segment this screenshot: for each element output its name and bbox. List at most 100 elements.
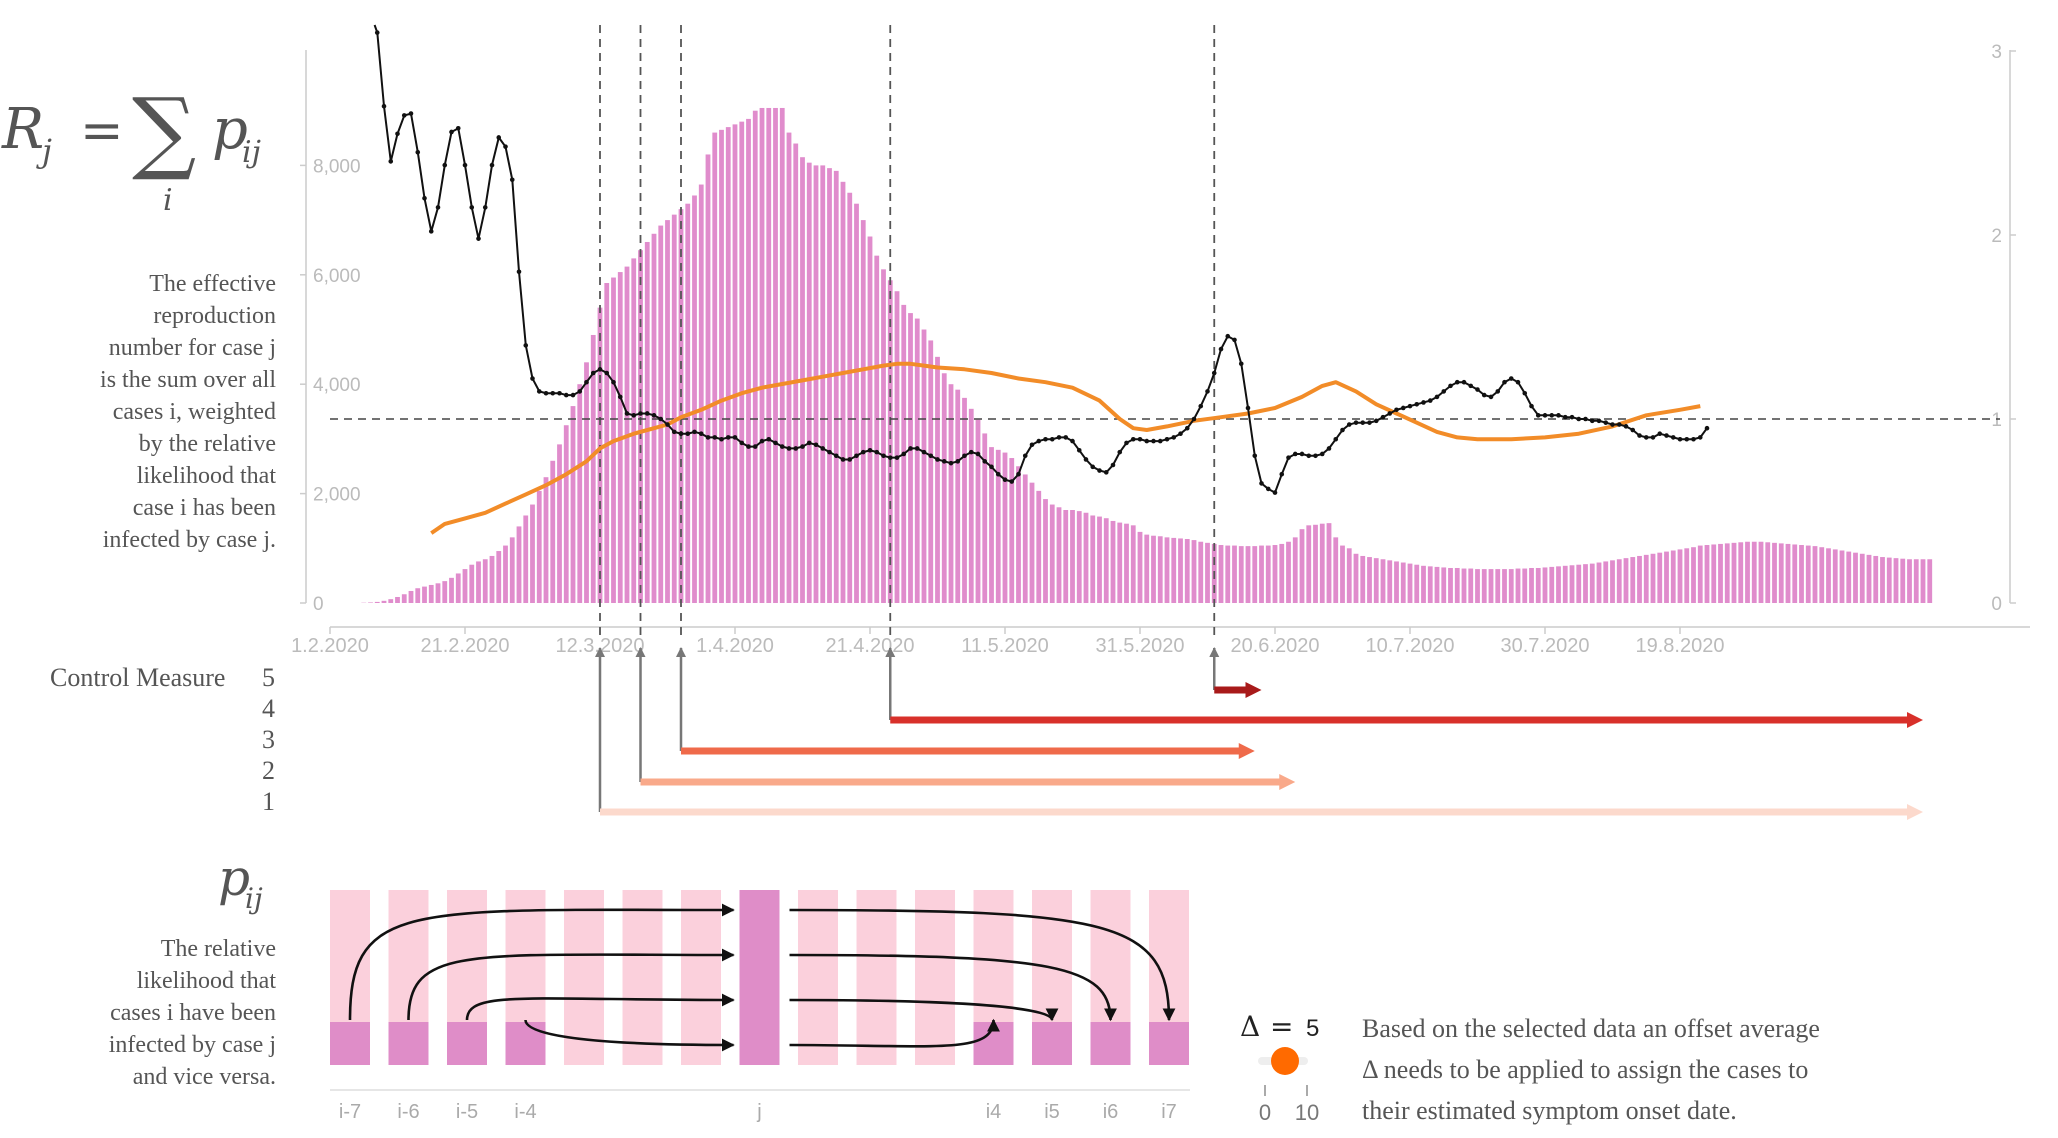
pij-case-block — [1149, 1022, 1189, 1065]
r-data-point — [1056, 435, 1062, 440]
case-bar — [1691, 547, 1696, 603]
case-bar — [752, 110, 758, 603]
r-data-point — [577, 389, 583, 394]
y-right-tick-label: 3 — [1991, 42, 2002, 63]
case-bar — [1394, 561, 1399, 603]
case-bar — [1461, 568, 1467, 603]
case-bar — [1610, 560, 1615, 603]
case-bar — [773, 107, 778, 603]
x-tick-label: 30.7.2020 — [1501, 635, 1590, 657]
case-bar — [759, 107, 765, 603]
r-data-point — [1043, 436, 1048, 442]
pij-case-block — [505, 1022, 546, 1065]
x-tick-label: 21.4.2020 — [826, 635, 915, 657]
r-data-point — [374, 30, 380, 35]
r-data-point — [1441, 389, 1447, 394]
case-bar — [732, 124, 738, 603]
r-data-point — [766, 436, 772, 442]
control-measure-arrowhead — [1279, 774, 1296, 790]
r-data-point — [665, 422, 670, 427]
r-data-point — [422, 195, 427, 201]
rj-description-line: infected by case j. — [102, 527, 276, 553]
main-chart: 0 2,000 4,000 6,000 8,000 0 1 2 3 1.2.2020 21.2.20… — [291, 24, 2030, 657]
case-bar — [962, 397, 967, 603]
control-measure-label: 3 — [262, 725, 275, 754]
y-right-tick-label: 0 — [1991, 594, 2002, 615]
control-measure-label: 4 — [262, 694, 275, 723]
case-bar — [1043, 499, 1048, 603]
rj-description-line: by the relative — [138, 431, 276, 457]
x-tick-label: 12.3.2020 — [556, 635, 645, 657]
r-data-point — [1117, 449, 1123, 455]
case-bar — [887, 280, 893, 603]
case-bar — [1589, 563, 1595, 603]
r-data-point — [1427, 398, 1433, 403]
r-data-point — [1076, 447, 1082, 453]
case-bar — [1232, 545, 1237, 603]
r-data-point — [1198, 403, 1204, 409]
case-bar — [489, 555, 495, 603]
case-bar — [1907, 559, 1912, 603]
case-bar — [536, 490, 542, 603]
r-data-point — [557, 390, 562, 396]
case-bar — [779, 107, 785, 603]
case-bar — [1002, 452, 1008, 603]
r-data-point — [1610, 422, 1615, 427]
pij-diagram: i-7 i-6 i-5 i-4 j i4 i5 i6 i7 — [330, 890, 1190, 1123]
case-bar — [665, 220, 670, 603]
case-bar — [1778, 543, 1784, 603]
case-bar — [1076, 511, 1082, 603]
rj-description-line: The effective — [149, 271, 276, 297]
control-measure-arrows — [595, 647, 1923, 820]
r-data-point — [482, 205, 488, 210]
control-measure-label: 1 — [262, 787, 275, 816]
r-data-point — [1616, 422, 1622, 427]
r-data-point — [995, 471, 1001, 477]
r-data-point — [962, 453, 967, 459]
r-data-point — [462, 162, 468, 168]
y-left-tick-label: 4,000 — [313, 375, 361, 396]
case-bar — [368, 602, 373, 603]
case-bar — [1576, 564, 1582, 603]
slider-knob[interactable] — [1271, 1047, 1299, 1075]
y-left-tick-label: 6,000 — [313, 266, 361, 287]
r-data-point — [644, 411, 650, 416]
r-data-point — [1063, 435, 1069, 440]
case-bar — [1191, 540, 1197, 603]
r-data-point — [476, 236, 481, 241]
r-data-point — [435, 205, 441, 210]
case-bar — [442, 581, 448, 603]
case-bar — [1090, 515, 1096, 603]
r-data-point — [590, 370, 596, 376]
control-measure-label: 2 — [262, 756, 275, 785]
r-data-point — [1184, 425, 1190, 431]
r-data-point — [1232, 337, 1237, 343]
r-data-point — [1110, 462, 1116, 468]
pij-center-column — [739, 890, 780, 1065]
case-bar — [1819, 547, 1825, 603]
r-data-point — [1029, 442, 1035, 448]
case-bar — [1198, 541, 1204, 603]
r-data-point — [719, 436, 724, 442]
r-data-point — [1265, 486, 1271, 492]
case-bar — [503, 545, 508, 603]
r-data-point — [1218, 346, 1224, 352]
r-data-point — [1137, 436, 1143, 442]
r-data-point — [1448, 383, 1453, 389]
r-data-point — [759, 438, 765, 444]
r-data-point — [732, 435, 738, 440]
r-data-point — [1583, 416, 1588, 422]
r-data-point — [611, 379, 616, 385]
case-bar — [644, 241, 650, 604]
case-bar — [1137, 531, 1143, 603]
case-bar — [570, 406, 576, 603]
offset-slider[interactable]: Δ = 5 0 10 — [1240, 1010, 1319, 1125]
case-bar — [395, 596, 400, 603]
r-data-point — [1394, 407, 1399, 413]
r-data-point — [1313, 453, 1318, 459]
r-data-point — [530, 376, 535, 381]
pij-subscript: ij — [245, 882, 263, 915]
case-bar — [881, 269, 886, 603]
y-left-tick-label: 8,000 — [313, 156, 361, 177]
r-data-point — [597, 367, 603, 372]
